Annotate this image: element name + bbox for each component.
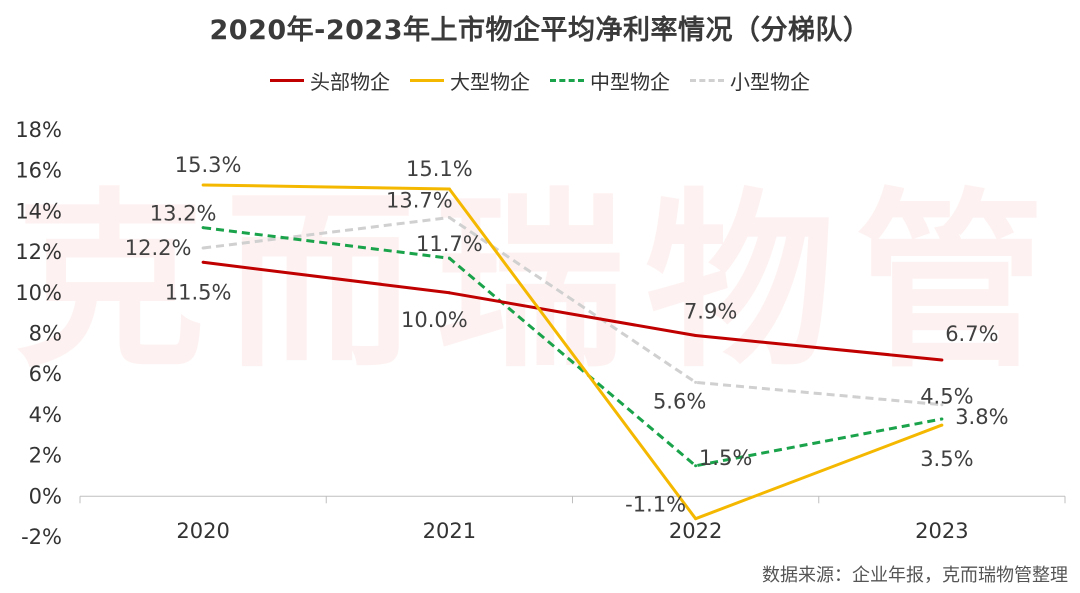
legend-swatch [550,79,584,82]
series-point [940,417,944,421]
data-label: 13.7% [386,189,453,213]
y-tick-label: 16% [15,159,62,183]
x-tick-label: 2021 [423,519,476,543]
x-tick-label: 2020 [176,519,229,543]
data-label: 3.8% [955,405,1008,429]
series-point [201,260,205,264]
legend-swatch [410,79,444,82]
y-tick-label: 6% [29,362,62,386]
data-label: 11.7% [416,232,483,256]
legend-item: 中型物企 [550,66,670,95]
data-label: 6.7% [945,322,998,346]
legend-swatch [690,79,724,82]
legend-item: 小型物企 [690,66,810,95]
series-point [447,291,451,295]
y-tick-label: 12% [15,240,62,264]
series-point [940,403,944,407]
series-point [447,216,451,220]
series-point [201,183,205,187]
data-labels: 11.5% 10.0% 7.9% 6.7% 15.3% 15.1% -1.1% 3.5% 13.… [125,153,1009,517]
data-label: 15.1% [406,157,473,181]
series-layer [201,183,944,521]
legend-item: 大型物企 [410,66,530,95]
series-point [447,187,451,191]
series-point [201,246,205,250]
series-point [940,423,944,427]
y-tick-label: 0% [29,484,62,508]
data-label: 1.5% [699,446,752,470]
x-tick-label: 2023 [915,519,968,543]
data-label: 10.0% [401,308,468,332]
y-tick-label: 14% [15,199,62,223]
legend-item: 头部物企 [270,66,390,95]
data-label: 12.2% [125,236,192,260]
y-tick-label: -2% [21,525,62,549]
series-line [203,183,943,521]
legend-label: 小型物企 [730,70,810,94]
series-point [694,334,698,338]
axes: -2% 0% 2% 4% 6% 8% 10% 12% 14% 16% 18% 2020 2021 2022… [15,118,1066,549]
data-label: 5.6% [653,389,706,413]
series-point [940,358,944,362]
chart-title: 2020年-2023年上市物企平均净利率情况（分梯队） [209,15,871,46]
series-line [202,216,943,407]
legend-label: 大型物企 [450,70,530,94]
series-point [694,380,698,384]
series-line [202,260,943,362]
series-point [694,464,698,468]
legend-label: 中型物企 [590,70,670,94]
source-note: 数据来源：企业年报，克而瑞物管整理 [762,565,1068,586]
y-tick-label: 10% [15,281,62,305]
data-label: 13.2% [150,202,217,226]
legend-label: 头部物企 [310,70,390,94]
watermark: 克而瑞物管 [15,172,1065,393]
series-line [202,226,943,468]
data-label: 4.5% [920,385,973,409]
data-label: 7.9% [684,300,737,324]
legend-swatch [270,79,304,82]
y-tick-label: 8% [29,322,62,346]
y-tick-label: 2% [29,444,62,468]
series-point [694,517,698,521]
x-tick-label: 2022 [669,519,722,543]
series-point [201,226,205,230]
legend: 头部物企 大型物企 中型物企 小型物企 [0,66,1080,95]
y-tick-label: 18% [15,118,62,142]
y-tick-label: 4% [29,403,62,427]
data-label: 3.5% [920,447,973,471]
data-label: 11.5% [165,280,232,304]
data-label: -1.1% [625,493,686,517]
series-point [447,256,451,260]
data-label: 15.3% [175,153,242,177]
